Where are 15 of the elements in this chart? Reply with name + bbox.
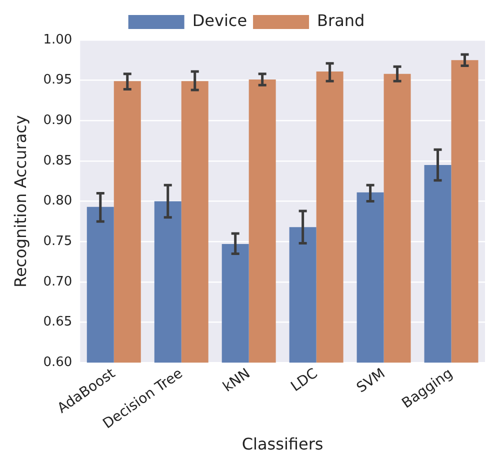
y-tick-label: 0.60: [43, 354, 72, 370]
y-tick-label: 0.95: [43, 72, 72, 88]
y-tick-label: 0.90: [43, 113, 72, 128]
y-tick-label: 0.70: [43, 274, 72, 290]
y-tick-label: 1.00: [43, 32, 72, 48]
x-tick-label: kNN: [220, 366, 254, 396]
y-tick-label: 0.75: [43, 234, 72, 249]
y-axis-title: Recognition Accuracy: [10, 115, 30, 288]
y-tick-label: 0.85: [43, 153, 72, 168]
legend-label: Device: [192, 11, 248, 30]
y-tick-label: 0.80: [43, 194, 72, 209]
legend-label: Brand: [317, 11, 365, 30]
y-tick-label: 0.65: [43, 314, 72, 330]
x-axis-title: Classifiers: [242, 434, 324, 454]
x-tick-label: LDC: [288, 365, 321, 395]
